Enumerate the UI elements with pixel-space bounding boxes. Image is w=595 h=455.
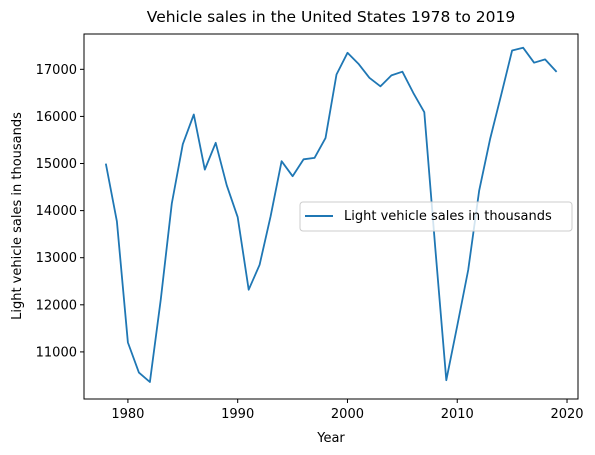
y-tick-label: 16000	[36, 110, 77, 125]
x-tick-label: 1980	[111, 407, 144, 422]
x-tick-label: 1990	[221, 407, 254, 422]
x-axis-label: Year	[316, 431, 345, 446]
legend-label: Light vehicle sales in thousands	[344, 209, 552, 224]
x-tick-label: 2000	[331, 407, 364, 422]
legend-box	[299, 201, 573, 232]
plot-frame	[83, 33, 579, 400]
x-tick-label: 2020	[550, 407, 583, 422]
x-tick-label: 2010	[441, 407, 474, 422]
x-axis-ticks: 1980 1990 2000 2010 2020	[111, 399, 584, 422]
legend: Light vehicle sales in thousands	[299, 201, 573, 232]
y-tick-label: 13000	[36, 251, 77, 266]
y-axis-label: Light vehicle sales in thousands	[10, 112, 25, 320]
y-tick-label: 11000	[36, 345, 77, 360]
y-tick-label: 12000	[36, 298, 77, 313]
y-tick-label: 15000	[36, 157, 77, 172]
series-layer	[104, 46, 558, 383]
y-axis-ticks: 11000 12000 13000 14000 15000 16000 17000	[36, 63, 84, 360]
series-line	[104, 46, 558, 383]
y-tick-label: 14000	[36, 204, 77, 219]
y-tick-label: 17000	[36, 63, 77, 78]
chart-title: Vehicle sales in the United States 1978 …	[147, 8, 515, 26]
